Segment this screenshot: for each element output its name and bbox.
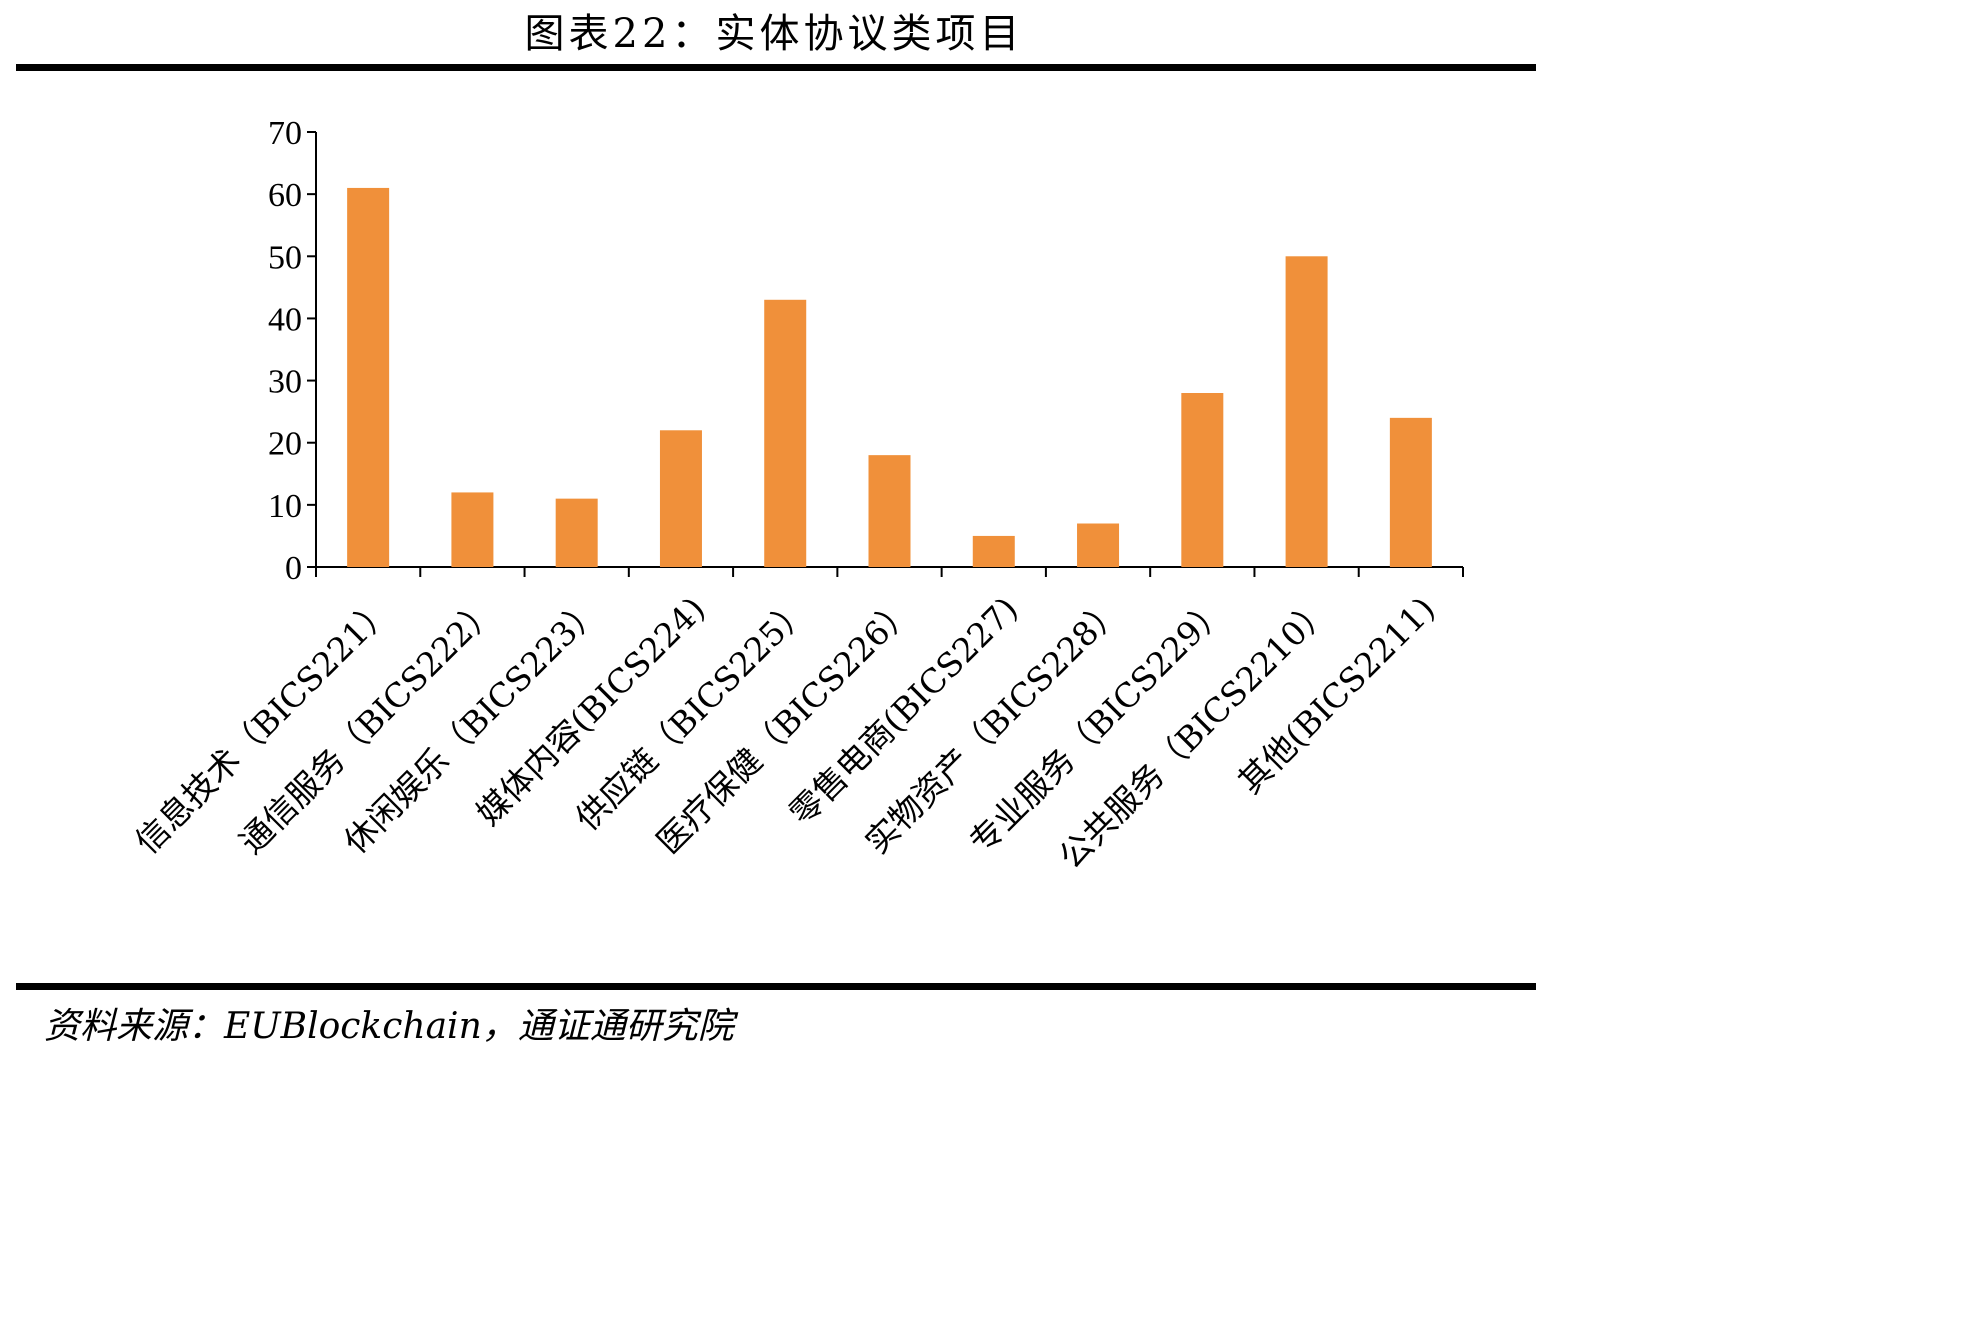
bar — [1181, 393, 1224, 567]
bar — [972, 535, 1015, 567]
bar — [347, 187, 390, 567]
bar — [1389, 417, 1432, 567]
chart-title: 图表22：实体协议类项目 — [524, 11, 1024, 57]
y-tick-label: 40 — [268, 301, 302, 338]
y-tick-label: 50 — [268, 239, 302, 276]
bar — [1285, 256, 1328, 567]
y-tick-label: 60 — [268, 177, 302, 214]
y-tick-label: 70 — [268, 115, 302, 152]
y-tick-label: 20 — [268, 426, 302, 463]
bar — [868, 455, 911, 567]
top-divider — [16, 64, 1536, 71]
bar-chart: 010203040506070信息技术（BICS221）通信服务（BICS222… — [127, 115, 1464, 876]
y-tick-label: 10 — [268, 488, 302, 525]
bar — [1077, 523, 1120, 567]
bar — [451, 492, 494, 567]
bar — [659, 430, 702, 567]
bottom-divider — [16, 983, 1536, 990]
y-tick-label: 30 — [268, 364, 302, 401]
bar — [555, 498, 598, 567]
bar — [764, 299, 807, 567]
x-category-label: 其他(BICS2211) — [1230, 589, 1442, 801]
y-tick-label: 0 — [285, 550, 302, 587]
source-note: 资料来源：EUBlockchain，通证通研究院 — [44, 1006, 734, 1047]
